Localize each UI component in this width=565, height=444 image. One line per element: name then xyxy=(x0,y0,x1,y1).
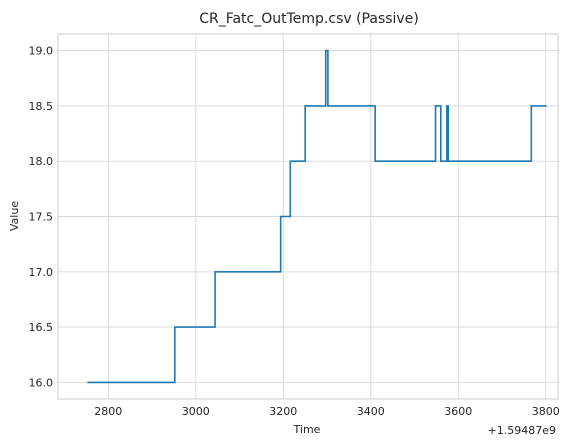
y-tick-label: 17.5 xyxy=(29,211,54,224)
y-tick-label: 18.5 xyxy=(29,100,54,113)
x-axis-label: Time xyxy=(293,423,321,436)
plot-area xyxy=(57,33,559,400)
series-line xyxy=(87,49,547,384)
chart-title: CR_Fatc_OutTemp.csv (Passive) xyxy=(199,11,419,27)
y-tick-label: 16.5 xyxy=(29,321,54,334)
y-tick-label: 16.0 xyxy=(29,376,54,389)
y-axis-label: Value xyxy=(8,201,21,231)
x-tick-labels: 2800 3000 3200 3400 3600 3800 xyxy=(94,405,559,418)
x-tick-label: 3800 xyxy=(532,405,560,418)
y-tick-label: 19.0 xyxy=(29,45,54,58)
plot-frame xyxy=(57,33,559,400)
x-tick-label: 3200 xyxy=(269,405,297,418)
x-tick-label: 3000 xyxy=(182,405,210,418)
x-offset-text: +1.59487e9 xyxy=(488,424,556,437)
y-tick-labels: 16.0 16.5 17.0 17.5 18.0 18.5 19.0 xyxy=(29,45,54,390)
y-tick-label: 18.0 xyxy=(29,155,54,168)
x-tick-label: 2800 xyxy=(94,405,122,418)
x-tick-label: 3600 xyxy=(444,405,472,418)
series-group xyxy=(87,49,547,384)
x-tick-label: 3400 xyxy=(357,405,385,418)
y-tick-label: 17.0 xyxy=(29,266,54,279)
